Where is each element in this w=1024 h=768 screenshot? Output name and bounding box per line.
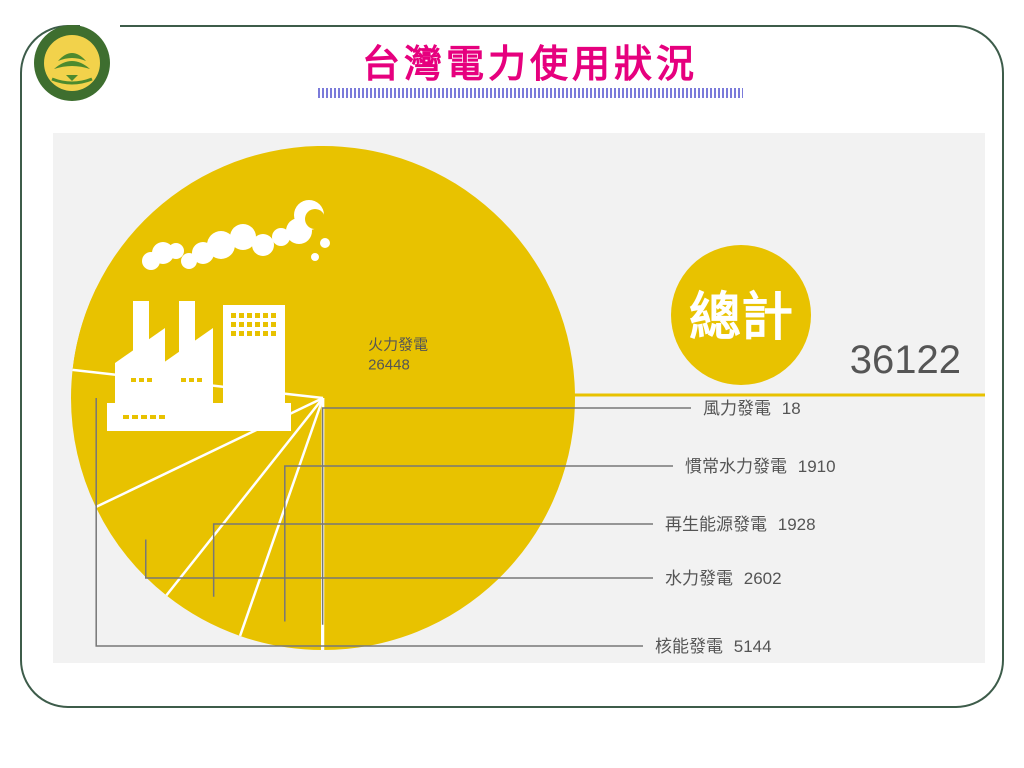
label-slice-1-name: 風力發電 — [703, 399, 776, 418]
label-slice-2-name: 慣常水力發電 — [685, 457, 792, 476]
leader-slice-1 — [321, 407, 691, 625]
factory-icon — [107, 200, 330, 431]
title-underline — [318, 88, 743, 98]
divider-4 — [165, 397, 324, 597]
pie-chart: 火力發電 26448 風力發電 18 慣常水力發電 1910 再生能源發電 1928 水力… — [71, 146, 985, 656]
label-slice-4-name: 水力發電 — [665, 569, 738, 588]
slice-labels: 火力發電 26448 風力發電 18 慣常水力發電 1910 再生能源發電 1928 水力… — [95, 337, 836, 656]
chart-panel: 火力發電 26448 風力發電 18 慣常水力發電 1910 再生能源發電 1928 水力… — [53, 133, 985, 663]
label-slice-4: 水力發電 2602 — [665, 569, 782, 588]
total-label: 總計 — [689, 288, 793, 348]
label-slice-1: 風力發電 18 — [703, 399, 801, 418]
label-slice-2: 慣常水力發電 1910 — [685, 457, 836, 476]
leader-slice-5 — [95, 398, 643, 647]
university-seal-icon — [34, 25, 110, 101]
label-slice-2-value: 1910 — [798, 457, 836, 476]
pie-slice-4 — [95, 398, 323, 596]
divider-3 — [238, 397, 325, 637]
slide-frame — [20, 25, 1004, 708]
label-slice-1-value: 18 — [782, 399, 801, 418]
total-value: 36122 — [850, 338, 961, 382]
leader-slice-3 — [212, 523, 653, 597]
label-slice-0-value: 26448 — [368, 357, 410, 374]
pie-slice-3 — [166, 398, 323, 636]
label-slice-5-value: 5144 — [734, 637, 772, 656]
label-slice-0-name: 火力發電 — [368, 337, 428, 354]
label-slice-5: 核能發電 5144 — [655, 637, 772, 656]
total-badge: 總計 36122 — [571, 245, 985, 397]
label-slice-3: 再生能源發電 1928 — [665, 515, 816, 534]
label-slice-5-name: 核能發電 — [655, 637, 728, 656]
leader-slice-2 — [284, 465, 673, 622]
total-badge-circle — [671, 245, 811, 385]
page-title: 台灣電力使用狀況 — [361, 41, 698, 86]
label-slice-4-value: 2602 — [744, 569, 782, 588]
leader-slice-4 — [145, 539, 653, 579]
label-slice-3-value: 1928 — [778, 515, 816, 534]
frame-gap — [80, 18, 120, 32]
label-slice-3-name: 再生能源發電 — [665, 515, 772, 534]
